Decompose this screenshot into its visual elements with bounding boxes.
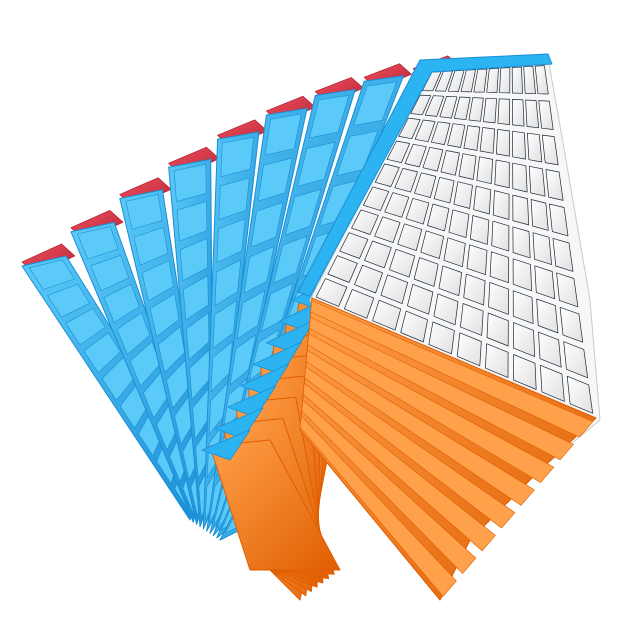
- white-sticker-4-5: [474, 186, 491, 214]
- white-sticker-0-6: [500, 68, 510, 93]
- white-sticker-1-7: [512, 99, 524, 126]
- white-sticker-5-7: [513, 227, 530, 258]
- white-sticker-1-6: [498, 99, 510, 125]
- white-sticker-3-7: [513, 163, 528, 192]
- white-sticker-2-5: [480, 128, 495, 154]
- white-sticker-5-8: [533, 233, 552, 265]
- white-sticker-4-8: [531, 200, 548, 231]
- white-sticker-1-8: [526, 100, 539, 128]
- white-sticker-2-8: [527, 133, 542, 162]
- white-sticker-1-5: [483, 98, 496, 123]
- white-sticker-2-6: [496, 129, 509, 156]
- white-sticker-3-6: [495, 160, 510, 188]
- white-sticker-3-8: [529, 166, 545, 196]
- white-sticker-0-7: [512, 67, 522, 93]
- white-sticker-2-7: [513, 131, 526, 159]
- white-sticker-5-5: [470, 216, 489, 245]
- white-sticker-3-5: [477, 157, 493, 184]
- white-sticker-4-6: [493, 191, 509, 220]
- white-sticker-4-7: [513, 195, 529, 225]
- white-sticker-5-6: [492, 221, 509, 251]
- white-sticker-5-4: [449, 210, 469, 238]
